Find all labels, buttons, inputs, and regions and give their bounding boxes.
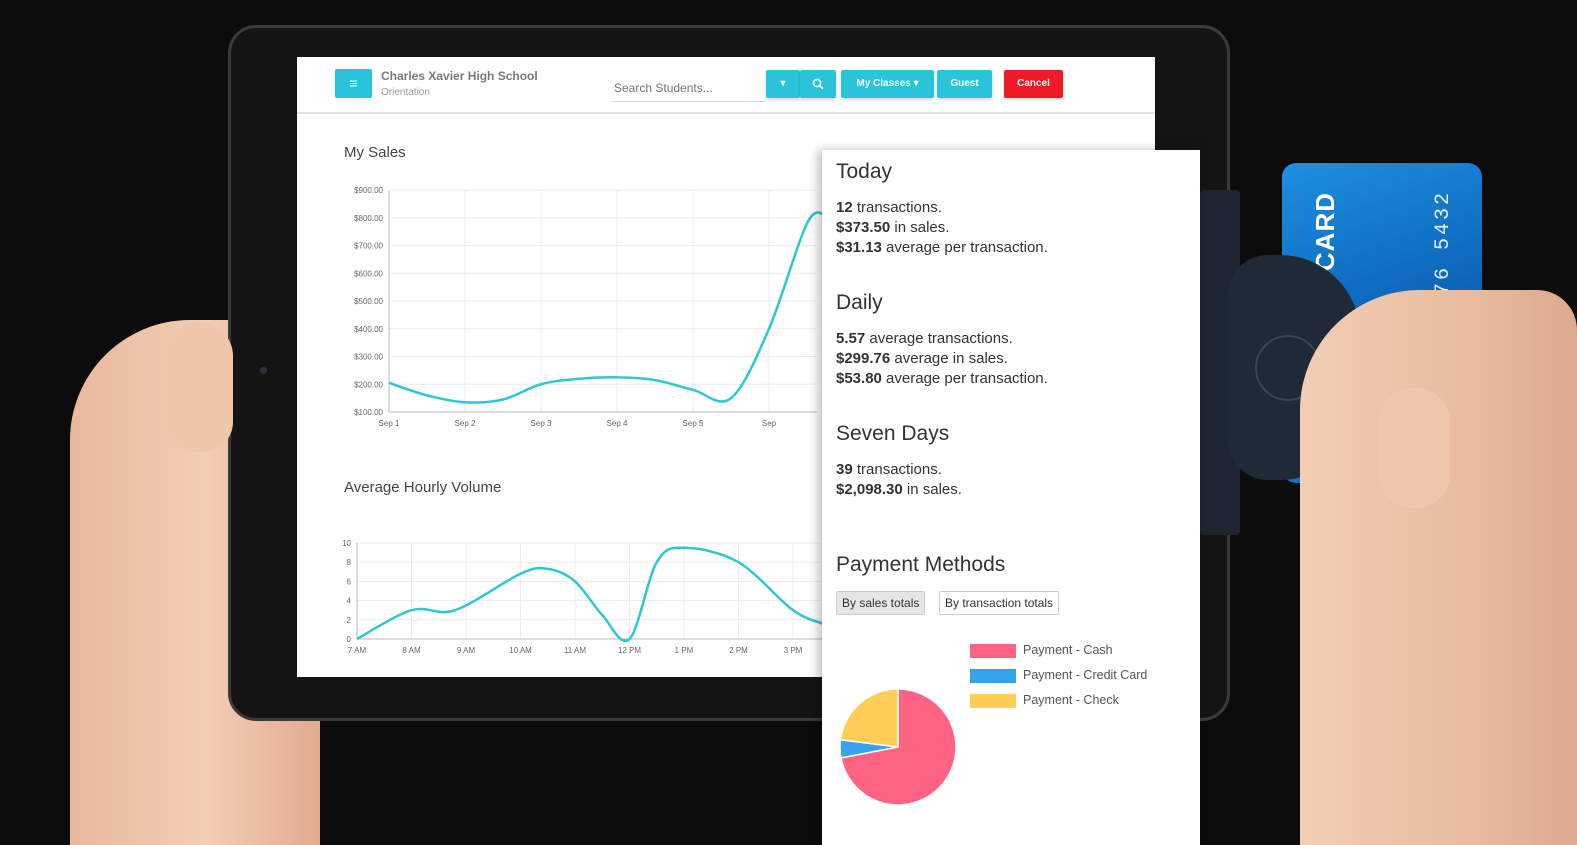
legend-label: Payment - Cash	[1023, 643, 1113, 657]
x-tick-label: 12 PM	[618, 646, 641, 655]
sales-chart: $100.00 $200.00 $300.00 $400.00 $500.00 $600.…	[354, 186, 827, 428]
my-classes-button[interactable]: My Classes ▾	[841, 70, 934, 98]
today-transactions: 12 transactions.	[836, 199, 942, 216]
x-tick-label: 8 AM	[402, 646, 421, 655]
menu-button[interactable]: ≡	[335, 69, 372, 98]
y-tick-label: $300.00	[354, 353, 383, 362]
today-sales: $373.50 in sales.	[836, 219, 950, 236]
stats-panel: Today 12 transactions. $373.50 in sales.…	[822, 150, 1200, 845]
card-label: CARD	[1310, 192, 1340, 272]
menu-icon: ≡	[349, 75, 358, 91]
series-line	[356, 546, 827, 643]
y-tick-label: $800.00	[354, 214, 383, 223]
y-tick-label: $700.00	[354, 242, 383, 251]
daily-title: Daily	[836, 291, 883, 314]
x-tick-label: Sep 3	[531, 419, 552, 428]
x-tick-label: Sep	[762, 419, 777, 428]
payment-methods-title: Payment Methods	[836, 553, 1006, 576]
y-tick-label: 4	[347, 597, 352, 606]
daily-transactions: 5.57 average transactions.	[836, 330, 1013, 347]
payment-pie-chart	[839, 688, 957, 806]
right-thumb	[1378, 388, 1450, 508]
dropdown-button[interactable]: ▾	[766, 70, 800, 98]
y-tick-label: 8	[347, 558, 352, 567]
x-tick-label: Sep 4	[607, 419, 628, 428]
volume-chart: 0 2 4 6 8 10 7 AM 8 AM 9 AM 10 AM 11 AM 12 PM 1 PM 2 …	[342, 539, 827, 655]
legend-swatch	[970, 644, 1016, 658]
navbar: ≡ Charles Xavier High School Orientation…	[297, 57, 1155, 114]
y-tick-label: $100.00	[354, 408, 383, 417]
x-tick-label: 11 AM	[564, 646, 586, 655]
x-tick-label: Sep 5	[683, 419, 704, 428]
search-icon	[812, 78, 824, 90]
cancel-button[interactable]: Cancel	[1004, 70, 1063, 98]
seven-days-sales: $2,098.30 in sales.	[836, 481, 962, 498]
school-subtitle: Orientation	[381, 87, 430, 98]
legend-label: Payment - Check	[1023, 693, 1119, 707]
search-button[interactable]	[800, 70, 836, 98]
volume-chart-title: Average Hourly Volume	[344, 479, 502, 496]
y-tick-label: $400.00	[354, 325, 383, 334]
search-input[interactable]	[612, 75, 766, 102]
x-tick-label: 9 AM	[457, 646, 476, 655]
y-tick-label: 6	[347, 577, 352, 586]
tab-by-transaction-totals[interactable]: By transaction totals	[939, 591, 1060, 615]
seven-days-title: Seven Days	[836, 422, 950, 445]
school-name: Charles Xavier High School	[381, 69, 538, 83]
daily-average: $53.80 average per transaction.	[836, 370, 1048, 387]
y-tick-label: $200.00	[354, 380, 383, 389]
legend-swatch	[970, 694, 1016, 708]
y-tick-label: 2	[347, 616, 352, 625]
right-hand	[1300, 290, 1577, 845]
x-tick-label: 7 AM	[348, 646, 367, 655]
x-tick-label: Sep 1	[379, 419, 400, 428]
guest-button[interactable]: Guest	[937, 70, 992, 98]
y-tick-label: $500.00	[354, 297, 383, 306]
x-tick-label: 1 PM	[675, 646, 694, 655]
camera	[260, 367, 267, 374]
daily-sales: $299.76 average in sales.	[836, 350, 1008, 367]
legend-swatch	[970, 669, 1016, 683]
left-thumb	[165, 322, 233, 452]
pie-slice	[839, 688, 899, 748]
x-tick-label: Sep 2	[455, 419, 476, 428]
x-tick-label: 2 PM	[729, 646, 748, 655]
y-tick-label: $600.00	[354, 269, 383, 278]
y-tick-label: 0	[347, 635, 352, 644]
seven-days-transactions: 39 transactions.	[836, 461, 942, 478]
x-tick-label: 3 PM	[784, 646, 803, 655]
chevron-down-icon: ▾	[780, 78, 786, 89]
y-tick-label: $900.00	[354, 186, 383, 195]
tab-by-sales-totals[interactable]: By sales totals	[836, 591, 926, 615]
series-line	[388, 211, 827, 404]
today-title: Today	[836, 160, 893, 183]
x-tick-label: 10 AM	[509, 646, 532, 655]
today-average: $31.13 average per transaction.	[836, 239, 1048, 256]
y-tick-label: 10	[342, 539, 351, 548]
legend-label: Payment - Credit Card	[1023, 668, 1148, 682]
sales-chart-title: My Sales	[344, 144, 406, 161]
